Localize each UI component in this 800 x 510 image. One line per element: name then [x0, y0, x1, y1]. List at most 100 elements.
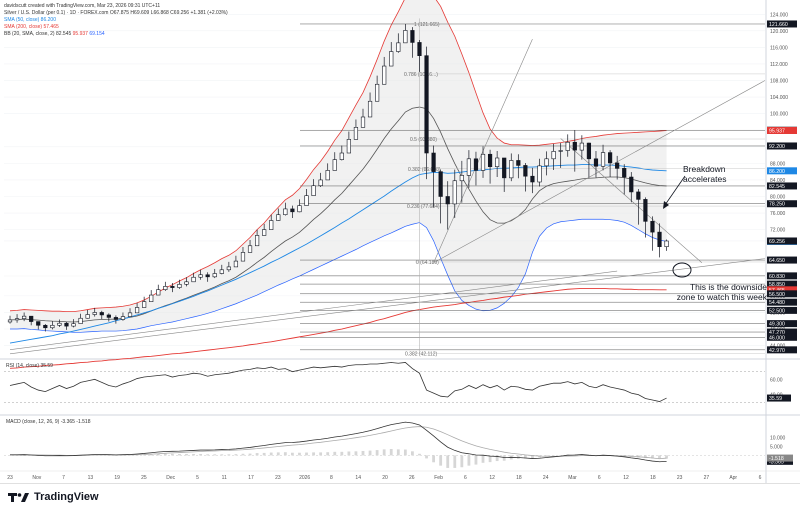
- candle: [149, 290, 153, 302]
- candle-body: [340, 153, 344, 160]
- candle-body: [608, 153, 612, 163]
- candle-body: [8, 320, 12, 322]
- macd-histogram-bar: [249, 454, 252, 456]
- x-axis-tick: 18: [650, 475, 656, 481]
- candle-body: [171, 286, 175, 287]
- candle-body: [305, 196, 309, 206]
- candle-body: [389, 52, 393, 66]
- candle-body: [276, 215, 280, 221]
- candle-body: [192, 277, 196, 282]
- x-axis-tick: 12: [489, 475, 495, 481]
- macd-histogram-bar: [397, 449, 400, 455]
- x-axis-tick: 2026: [299, 475, 310, 481]
- candle-body: [206, 275, 210, 277]
- price-axis-tick: 100.000: [770, 112, 788, 118]
- candle-body: [164, 286, 168, 289]
- candle-body: [538, 166, 542, 182]
- macd-histogram-bar: [220, 454, 223, 455]
- candle-body: [411, 30, 415, 42]
- macd-histogram-bar: [503, 455, 506, 460]
- macd-histogram-bar: [432, 455, 435, 462]
- candle-body: [291, 209, 295, 212]
- x-axis-tick: 8: [330, 475, 333, 481]
- candle-body: [665, 241, 669, 247]
- candle-body: [44, 325, 48, 327]
- candle-body: [509, 160, 513, 177]
- x-axis-tick: Nov: [32, 475, 41, 481]
- candle-body: [573, 142, 577, 150]
- macd-histogram-bar: [227, 454, 230, 455]
- macd-histogram-bar: [206, 454, 209, 455]
- candle-body: [432, 153, 436, 172]
- candle-body: [495, 158, 499, 167]
- price-axis-tick: 124.000: [770, 12, 788, 18]
- macd-histogram-bar: [164, 454, 167, 456]
- bollinger-band-fill: [10, 0, 667, 332]
- candle-body: [375, 84, 379, 101]
- candle-body: [524, 165, 528, 176]
- macd-histogram-bar: [277, 452, 280, 455]
- price-label-text: 52.500: [769, 308, 785, 314]
- candle-body: [86, 315, 90, 319]
- candle-body: [135, 307, 139, 312]
- candle: [142, 297, 146, 308]
- x-axis-tick: 11: [222, 475, 227, 481]
- x-axis-tick: 20: [382, 475, 388, 481]
- price-axis-tick: 104.000: [770, 95, 788, 101]
- zone-line-2: zone to watch this week: [651, 292, 767, 302]
- macd-histogram-bar: [418, 454, 421, 456]
- macd-title: MACD (close, 12, 26, 9) -3.365 -1.518: [6, 419, 91, 425]
- candle-body: [51, 325, 55, 327]
- candle-body: [79, 318, 83, 323]
- x-axis-tick: 23: [275, 475, 281, 481]
- sma50-legend: SMA (50, close) 86.200: [4, 17, 228, 24]
- x-axis-tick: Feb: [434, 475, 443, 481]
- price-axis-tick: 116.000: [770, 45, 788, 51]
- price-axis-tick: 88.000: [770, 161, 786, 167]
- macd-histogram-bar: [312, 452, 315, 455]
- candle-body: [121, 317, 125, 320]
- candle-body: [481, 154, 485, 170]
- x-axis-tick: 24: [543, 475, 549, 481]
- candle-body: [517, 160, 521, 165]
- tradingview-logo-icon: [8, 491, 30, 503]
- x-axis-tick: Apr: [729, 475, 737, 481]
- macd-value-text: -1.518: [769, 456, 784, 462]
- candle-body: [213, 274, 217, 277]
- candle-body: [241, 252, 245, 261]
- candle-body: [298, 206, 302, 212]
- price-label-text: 82.545: [769, 184, 785, 190]
- candle-body: [347, 139, 351, 153]
- macd-histogram-bar: [347, 451, 350, 455]
- macd-histogram-bar: [178, 454, 181, 455]
- candle-body: [248, 246, 252, 253]
- candle-body: [29, 316, 33, 321]
- macd-histogram-bar: [404, 450, 407, 456]
- x-axis-tick: 23: [677, 475, 683, 481]
- current-price-text: 69.256: [769, 239, 785, 245]
- price-axis-tick: 120.000: [770, 29, 788, 35]
- price-label-text: 49.300: [769, 322, 785, 328]
- candle-body: [199, 275, 203, 277]
- fib-level-label: 0.5 (93.880): [410, 137, 437, 143]
- x-axis-tick: 27: [704, 475, 710, 481]
- price-label-text: 42.970: [769, 348, 785, 354]
- zone-annotation: This is the downside zone to watch this …: [651, 282, 767, 302]
- tradingview-logo[interactable]: TradingView: [8, 491, 99, 503]
- x-axis-tick: 23: [7, 475, 13, 481]
- candle-body: [651, 221, 655, 232]
- x-axis-tick: 6: [464, 475, 467, 481]
- macd-histogram-bar: [446, 455, 449, 468]
- candle-body: [566, 142, 570, 150]
- candle-body: [467, 159, 471, 176]
- sma200-legend: SMA (200, close) 57.465: [4, 24, 228, 31]
- candle-body: [156, 290, 160, 295]
- macd-histogram-bar: [475, 455, 478, 464]
- candle-body: [545, 159, 549, 166]
- x-axis-tick: 6: [759, 475, 762, 481]
- macd-histogram-bar: [185, 454, 188, 455]
- candle-body: [100, 312, 104, 314]
- macd-histogram-bar: [270, 453, 273, 456]
- candle-body: [361, 117, 365, 127]
